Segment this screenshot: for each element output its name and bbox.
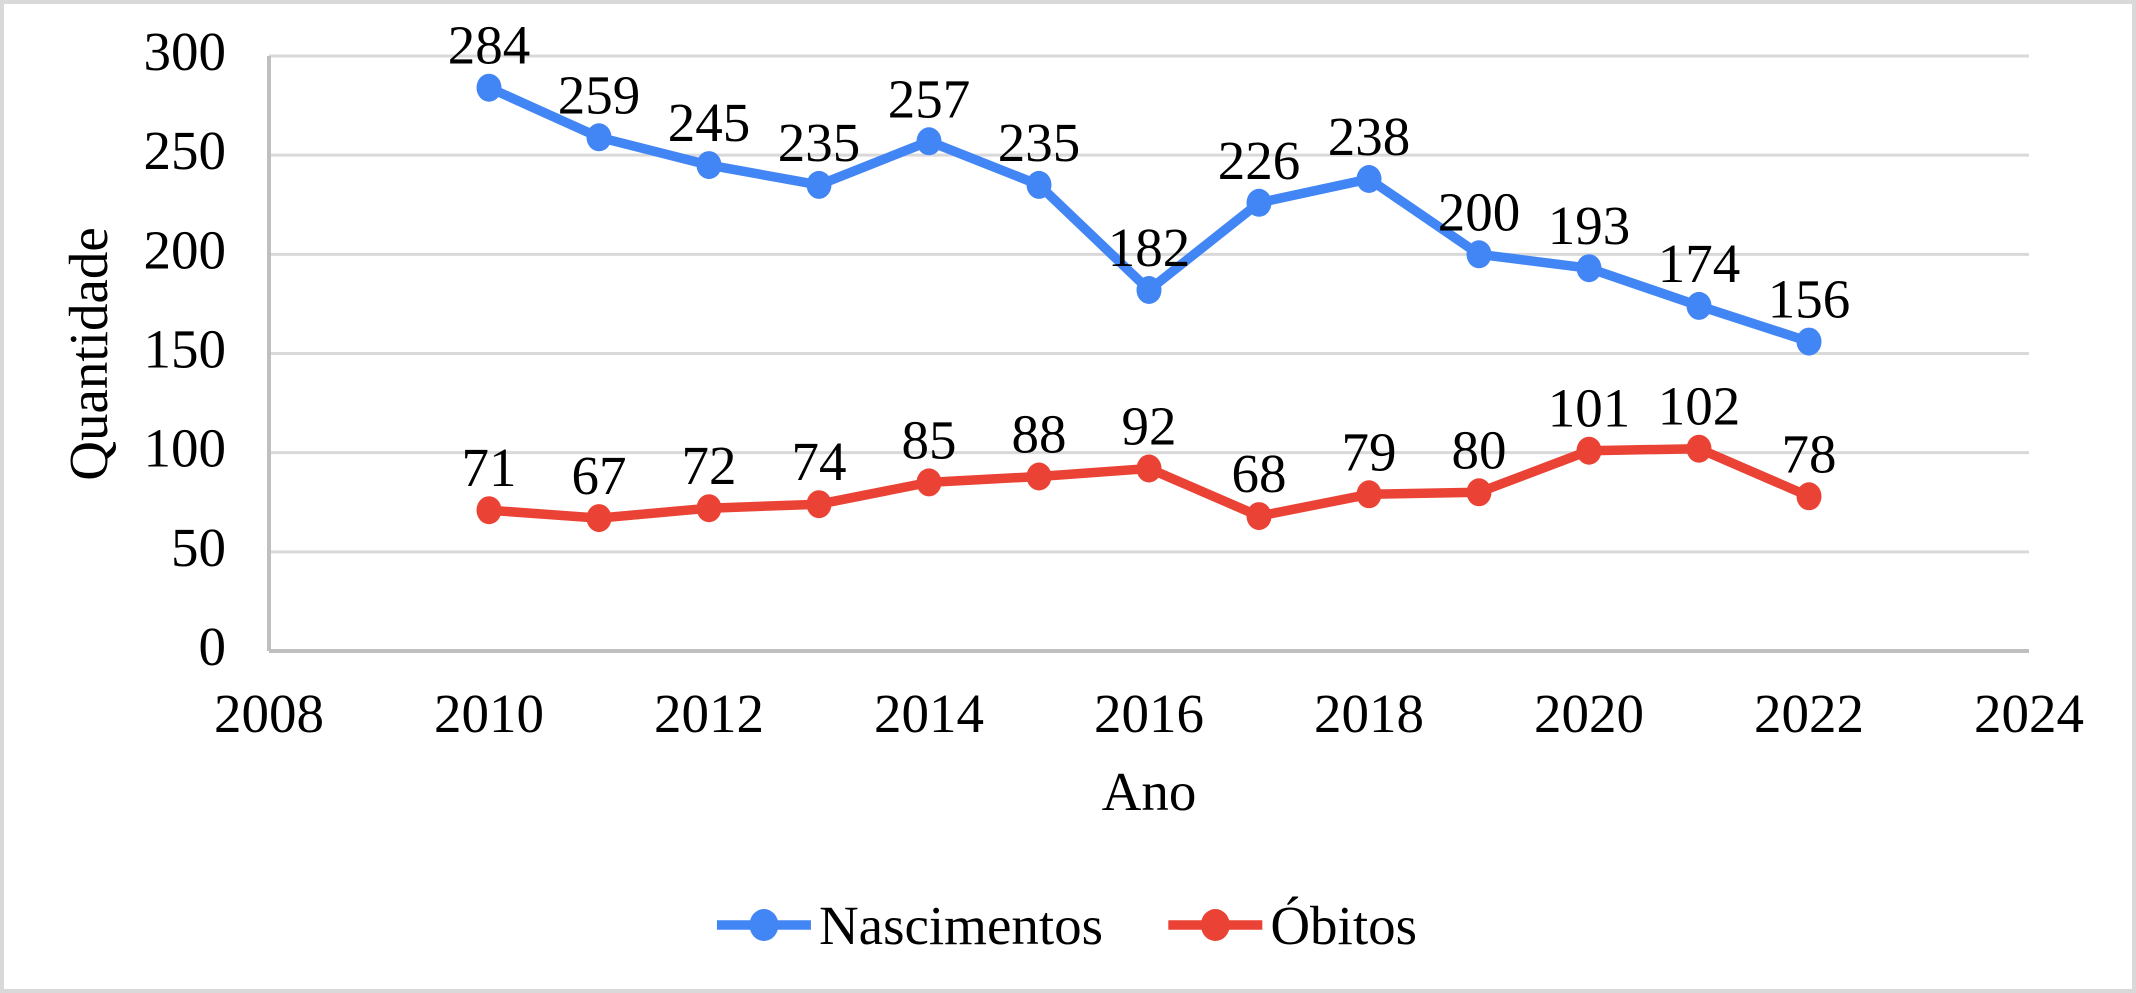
series-marker-nascimentos bbox=[806, 170, 832, 199]
data-label-óbitos: 78 bbox=[1782, 423, 1837, 484]
data-label-nascimentos: 200 bbox=[1438, 181, 1521, 242]
series-marker-nascimentos bbox=[916, 127, 942, 156]
x-tick-label: 2020 bbox=[1534, 683, 1644, 744]
data-label-nascimentos: 259 bbox=[558, 64, 641, 125]
data-label-óbitos: 101 bbox=[1548, 378, 1631, 439]
y-tick-label: 300 bbox=[144, 21, 227, 82]
series-marker-óbitos bbox=[1796, 482, 1822, 511]
x-tick-label: 2018 bbox=[1314, 683, 1424, 744]
data-label-nascimentos: 284 bbox=[448, 15, 531, 76]
data-label-óbitos: 85 bbox=[902, 409, 957, 470]
series-marker-nascimentos bbox=[1796, 327, 1822, 356]
data-label-nascimentos: 174 bbox=[1658, 233, 1741, 294]
series-marker-nascimentos bbox=[1246, 188, 1272, 217]
series-marker-óbitos bbox=[806, 490, 832, 519]
series-marker-óbitos bbox=[1466, 478, 1492, 507]
data-label-nascimentos: 193 bbox=[1548, 195, 1631, 256]
series-marker-nascimentos bbox=[1356, 165, 1382, 193]
series-marker-óbitos bbox=[1576, 436, 1602, 465]
data-label-óbitos: 88 bbox=[1012, 403, 1067, 464]
data-label-nascimentos: 226 bbox=[1218, 130, 1301, 191]
series-marker-óbitos bbox=[916, 468, 942, 497]
series-marker-nascimentos bbox=[1136, 276, 1162, 304]
data-label-óbitos: 79 bbox=[1342, 421, 1397, 482]
series-marker-óbitos bbox=[1026, 462, 1052, 491]
series-marker-óbitos bbox=[586, 504, 612, 533]
y-tick-label: 200 bbox=[144, 219, 227, 280]
series-marker-nascimentos bbox=[1576, 254, 1602, 283]
series-marker-óbitos bbox=[1136, 454, 1162, 483]
data-label-nascimentos: 235 bbox=[778, 112, 861, 173]
x-tick-label: 2008 bbox=[214, 683, 324, 744]
data-label-óbitos: 92 bbox=[1122, 396, 1177, 457]
x-tick-label: 2014 bbox=[874, 683, 984, 744]
legend-label: Óbitos bbox=[1270, 895, 1417, 956]
y-tick-label: 50 bbox=[171, 517, 226, 578]
y-tick-label: 100 bbox=[144, 418, 227, 479]
series-marker-óbitos bbox=[696, 494, 722, 523]
legend-label: Nascimentos bbox=[819, 895, 1103, 956]
legend-item-nascimentos: Nascimentos bbox=[716, 895, 1103, 956]
data-label-óbitos: 102 bbox=[1658, 376, 1741, 437]
data-label-óbitos: 67 bbox=[572, 445, 627, 506]
data-label-óbitos: 68 bbox=[1232, 443, 1287, 504]
data-label-óbitos: 80 bbox=[1452, 419, 1507, 480]
series-marker-nascimentos bbox=[696, 151, 722, 180]
x-tick-label: 2024 bbox=[1974, 683, 2084, 744]
x-tick-label: 2022 bbox=[1754, 683, 1864, 744]
series-marker-óbitos bbox=[1246, 502, 1272, 531]
data-label-nascimentos: 257 bbox=[888, 68, 971, 129]
series-marker-óbitos bbox=[476, 496, 502, 525]
data-label-óbitos: 72 bbox=[682, 435, 737, 496]
legend-marker-swatch bbox=[1200, 909, 1230, 941]
x-tick-label: 2010 bbox=[434, 683, 544, 744]
y-tick-label: 0 bbox=[199, 616, 227, 677]
legend-item-óbitos: Óbitos bbox=[1168, 895, 1417, 956]
series-marker-óbitos bbox=[1356, 480, 1382, 509]
x-axis-title: Ano bbox=[1102, 761, 1197, 822]
y-axis-title: Quantidade bbox=[58, 227, 119, 481]
series-marker-nascimentos bbox=[1466, 240, 1492, 269]
x-tick-label: 2016 bbox=[1094, 683, 1204, 744]
series-marker-nascimentos bbox=[586, 123, 612, 152]
data-label-óbitos: 74 bbox=[792, 431, 847, 492]
series-marker-nascimentos bbox=[476, 73, 502, 102]
x-tick-label: 2012 bbox=[654, 683, 764, 744]
series-marker-nascimentos bbox=[1686, 291, 1712, 320]
data-label-nascimentos: 245 bbox=[668, 92, 751, 153]
data-label-nascimentos: 182 bbox=[1108, 217, 1191, 278]
data-label-nascimentos: 235 bbox=[998, 112, 1081, 173]
births-deaths-line-chart: 0 50 100 150 200 250 300 2008 2010 2012 2014 2016 20… bbox=[58, 15, 2084, 956]
series-marker-nascimentos bbox=[1026, 170, 1052, 199]
legend-marker-swatch bbox=[749, 909, 779, 941]
y-tick-label: 150 bbox=[144, 319, 227, 380]
data-label-óbitos: 71 bbox=[462, 437, 517, 498]
data-label-nascimentos: 156 bbox=[1768, 269, 1851, 330]
y-tick-label: 250 bbox=[144, 120, 227, 181]
data-label-nascimentos: 238 bbox=[1328, 106, 1411, 167]
series-marker-óbitos bbox=[1686, 434, 1712, 463]
